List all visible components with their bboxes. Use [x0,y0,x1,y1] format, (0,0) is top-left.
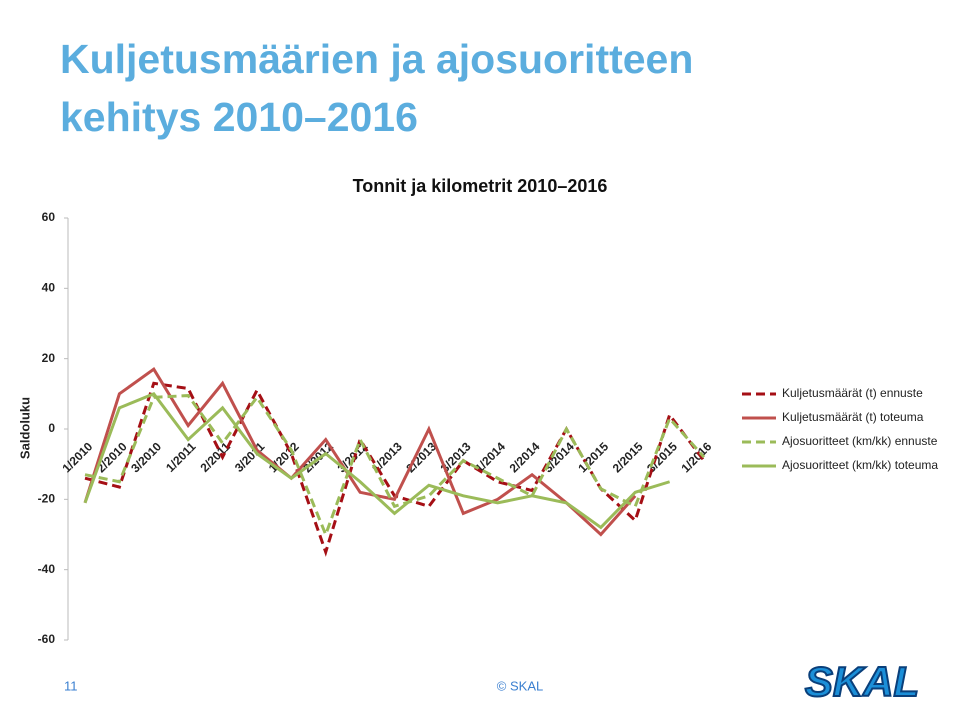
y-axis-label: Saldoluku [17,397,32,459]
x-tick-label: 1/2010 [60,439,96,475]
x-tick-label: 2/2014 [507,439,543,475]
copyright: © SKAL [497,678,543,693]
x-tick-label: 1/2015 [575,439,611,475]
y-tick-label: 40 [42,281,56,295]
x-tick-label: 3/2015 [644,439,680,475]
x-tick-label: 1/2011 [163,439,199,475]
series-line [83,367,637,537]
y-tick-label: 0 [48,421,55,435]
series-line [84,394,706,539]
slide-title: Kuljetusmäärien ja ajosuoritteen [60,36,693,82]
x-tick-label: 1/2016 [679,439,715,475]
legend-label: Ajosuoritteet (km/kk) toteuma [782,458,938,472]
slide-title: kehitys 2010–2016 [60,94,418,140]
y-tick-label: -20 [38,492,56,506]
legend-label: Ajosuoritteet (km/kk) ennuste [782,434,938,448]
logo: SKAL [805,658,919,705]
y-tick-label: 20 [42,351,56,365]
legend-label: Kuljetusmäärät (t) toteuma [782,410,924,424]
y-tick-label: 60 [42,210,56,224]
series-line [83,392,671,530]
page-number: 11 [64,678,78,693]
y-tick-label: -40 [38,562,56,576]
y-tick-label: -60 [38,632,56,646]
legend-label: Kuljetusmäärät (t) ennuste [782,386,923,400]
chart-title: Tonnit ja kilometrit 2010–2016 [353,176,608,196]
x-tick-label: 2/2015 [610,439,646,475]
